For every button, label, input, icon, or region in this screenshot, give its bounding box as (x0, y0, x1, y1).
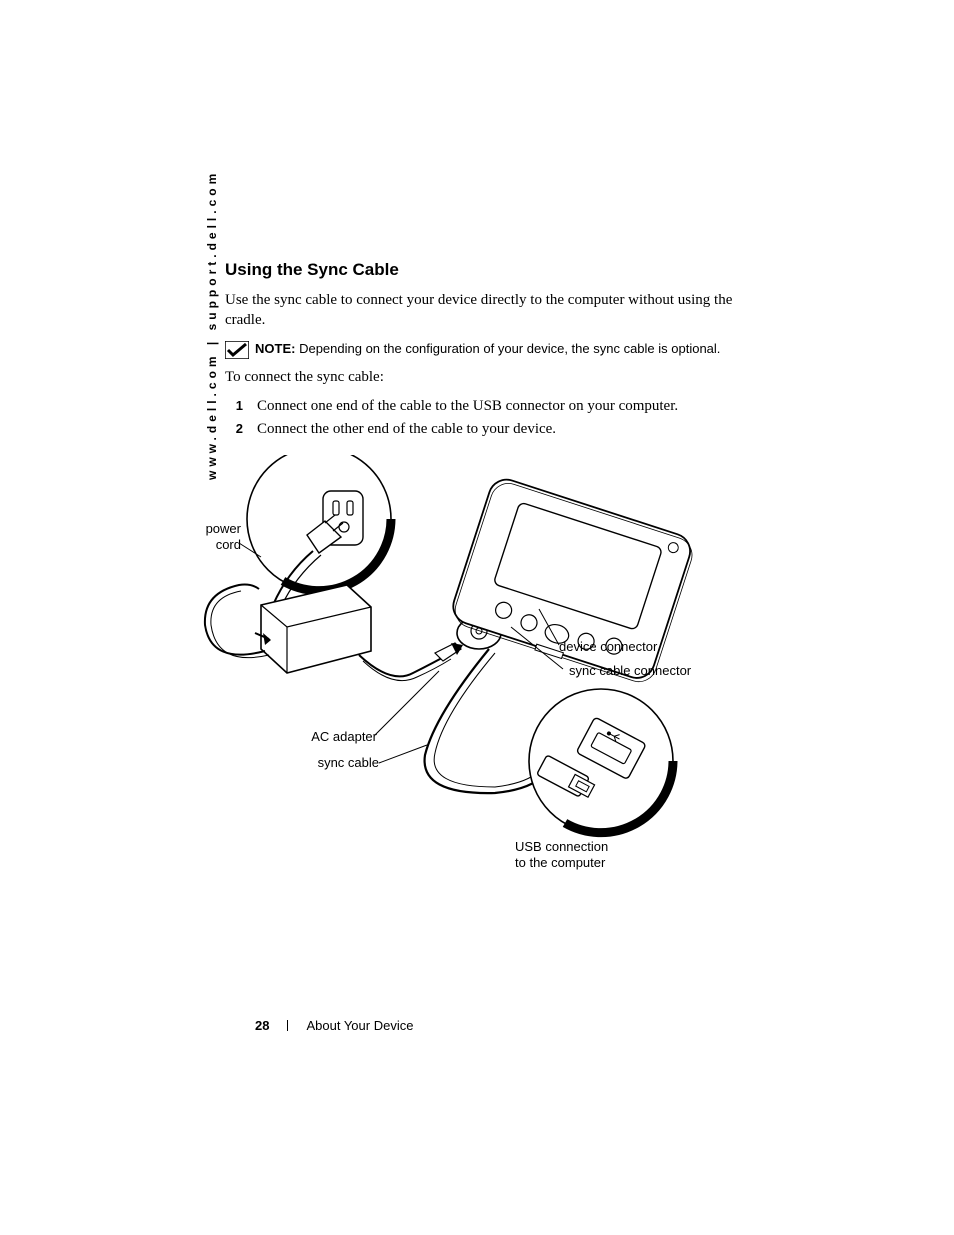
sync-cable-diagram: power cord AC adapter sync cable device … (195, 455, 755, 875)
step-text: Connect one end of the cable to the USB … (257, 398, 678, 415)
callout-sync-cable-connector: sync cable connector (569, 663, 691, 679)
note-body: Depending on the configuration of your d… (299, 341, 720, 356)
step-number: 1 (225, 398, 243, 413)
steps-list: 1 Connect one end of the cable to the US… (225, 398, 745, 438)
outlet-detail (247, 455, 391, 607)
footer-section: About Your Device (306, 1018, 413, 1033)
callout-ac-adapter: AC adapter (305, 729, 377, 745)
page-footer: 28 About Your Device (255, 1018, 413, 1033)
step-number: 2 (225, 421, 243, 436)
usb-detail (529, 689, 673, 833)
note-text: NOTE: Depending on the configuration of … (255, 341, 720, 358)
step-1: 1 Connect one end of the cable to the US… (225, 398, 745, 415)
sidebar-url: www.dell.com | support.dell.com (205, 170, 219, 480)
footer-separator (287, 1020, 288, 1031)
section-heading: Using the Sync Cable (225, 260, 745, 280)
page: www.dell.com | support.dell.com Using th… (0, 0, 954, 1235)
page-number: 28 (255, 1018, 269, 1033)
lead-in: To connect the sync cable: (225, 367, 745, 387)
step-2: 2 Connect the other end of the cable to … (225, 421, 745, 438)
ac-adapter-brick (255, 585, 371, 673)
note-icon (225, 341, 245, 357)
callout-sync-cable: sync cable (307, 755, 379, 771)
callout-power-cord: power cord (197, 521, 241, 552)
content: Using the Sync Cable Use the sync cable … (225, 260, 745, 444)
note-label: NOTE: (255, 341, 295, 356)
callout-usb-connection: USB connection to the computer (515, 839, 608, 870)
note-block: NOTE: Depending on the configuration of … (225, 341, 745, 358)
intro-paragraph: Use the sync cable to connect your devic… (225, 290, 745, 331)
callout-device-connector: device connector (559, 639, 657, 655)
step-text: Connect the other end of the cable to yo… (257, 421, 556, 438)
